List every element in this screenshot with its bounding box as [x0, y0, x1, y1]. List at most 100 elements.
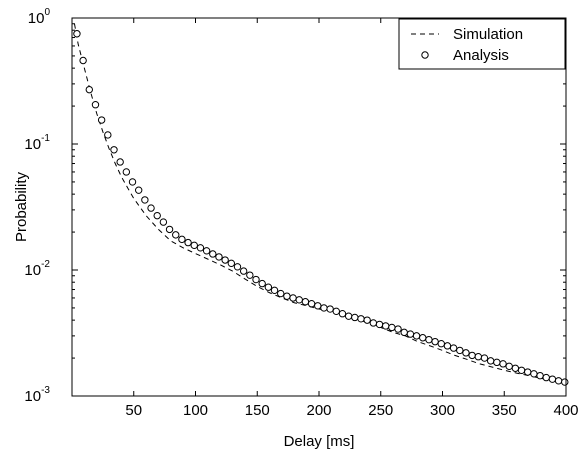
analysis-point	[116, 158, 124, 166]
analysis-point	[517, 366, 526, 374]
analysis-point	[97, 116, 106, 124]
legend-analysis-marker	[421, 51, 429, 59]
analysis-point	[134, 186, 143, 194]
analysis-point	[468, 351, 476, 360]
x-tick-label: 200	[306, 402, 331, 419]
analysis-point	[239, 267, 248, 275]
x-axis-label: Delay [ms]	[284, 433, 355, 450]
analysis-point	[437, 340, 445, 348]
analysis-point	[258, 279, 266, 288]
analysis-point	[499, 360, 507, 368]
analysis-point	[425, 335, 433, 344]
analysis-point	[165, 225, 174, 234]
y-tick-base: 10	[28, 10, 45, 27]
legend-analysis-label: Analysis	[453, 47, 509, 64]
legend: Simulation Analysis	[398, 18, 566, 70]
analysis-point	[320, 304, 328, 312]
analysis-point	[511, 364, 520, 372]
analysis-point	[283, 292, 291, 300]
analysis-point	[480, 354, 489, 362]
y-tick-base: 10	[24, 136, 41, 153]
analysis-point	[493, 358, 501, 367]
x-tick-label: 350	[492, 402, 517, 419]
analysis-point	[431, 337, 439, 346]
analysis-point	[122, 168, 131, 176]
analysis-point	[474, 353, 483, 361]
analysis-point	[301, 298, 310, 306]
x-tick-label: 400	[553, 402, 578, 419]
analysis-point	[357, 315, 365, 323]
analysis-point	[110, 146, 118, 154]
analysis-point	[159, 218, 168, 226]
y-tick-base: 10	[24, 388, 41, 405]
y-tick-exponent: -3	[41, 385, 50, 396]
analysis-point	[344, 312, 353, 320]
x-tick-label: 300	[430, 402, 455, 419]
x-tick-label: 150	[245, 402, 270, 419]
analysis-point	[215, 253, 223, 261]
analysis-point	[289, 294, 297, 302]
analysis-point	[486, 357, 495, 365]
analysis-point	[178, 235, 186, 244]
x-tick-labels: 50 100 150 200 250 300 350 400	[125, 402, 578, 419]
analysis-point	[79, 56, 87, 65]
analysis-point	[462, 349, 470, 357]
analysis-point	[338, 310, 347, 318]
legend-box	[398, 18, 566, 70]
analysis-point	[332, 307, 340, 316]
analysis-point	[388, 323, 396, 332]
analysis-point	[406, 330, 415, 338]
analysis-point	[561, 378, 569, 386]
x-tick-label: 100	[183, 402, 208, 419]
y-axis-label: Probability	[13, 171, 30, 242]
analysis-point	[153, 211, 161, 220]
analysis-point	[264, 283, 273, 291]
x-tick-label: 250	[368, 402, 393, 419]
analysis-point	[363, 316, 371, 324]
analysis-point	[85, 85, 93, 94]
analysis-point	[221, 256, 229, 264]
analysis-point	[209, 250, 217, 258]
analysis-point	[190, 241, 198, 250]
analysis-point	[196, 244, 205, 252]
analysis-point	[326, 305, 334, 313]
y-tick-label: 10-3	[24, 385, 50, 405]
y-tick-label: 10-2	[24, 259, 50, 279]
analysis-point	[381, 322, 390, 330]
y-tick-exponent: -1	[41, 133, 50, 144]
analysis-point	[128, 178, 137, 186]
analysis-point	[536, 371, 544, 380]
analysis-point	[412, 332, 421, 340]
analysis-point	[351, 313, 359, 322]
legend-simulation-label: Simulation	[453, 26, 523, 43]
analysis-point	[369, 319, 378, 327]
analysis-point	[524, 368, 532, 376]
analysis-point	[295, 296, 303, 304]
analysis-point	[456, 346, 464, 355]
analysis-point	[314, 302, 322, 310]
analysis-point	[141, 196, 149, 204]
y-tick-label: 10-1	[24, 133, 50, 153]
analysis-point	[246, 271, 254, 279]
plot-area	[73, 23, 569, 386]
analysis-point	[548, 375, 557, 383]
analysis-point	[394, 325, 402, 333]
analysis-point	[530, 370, 538, 378]
analysis-point	[202, 247, 211, 255]
analysis-point	[449, 344, 458, 352]
analysis-point	[542, 373, 550, 382]
analysis-point	[400, 328, 408, 337]
analysis-point	[252, 275, 260, 284]
analysis-point	[147, 204, 155, 212]
y-tick-exponent: -2	[41, 259, 50, 270]
analysis-point	[104, 131, 112, 139]
x-tick-label: 50	[125, 402, 142, 419]
analysis-point	[505, 362, 513, 371]
analysis-point	[73, 30, 81, 38]
analysis-point	[270, 286, 279, 295]
analysis-point	[277, 289, 285, 298]
analysis-point	[184, 238, 192, 247]
analysis-point	[172, 231, 180, 239]
analysis-point	[227, 259, 236, 268]
